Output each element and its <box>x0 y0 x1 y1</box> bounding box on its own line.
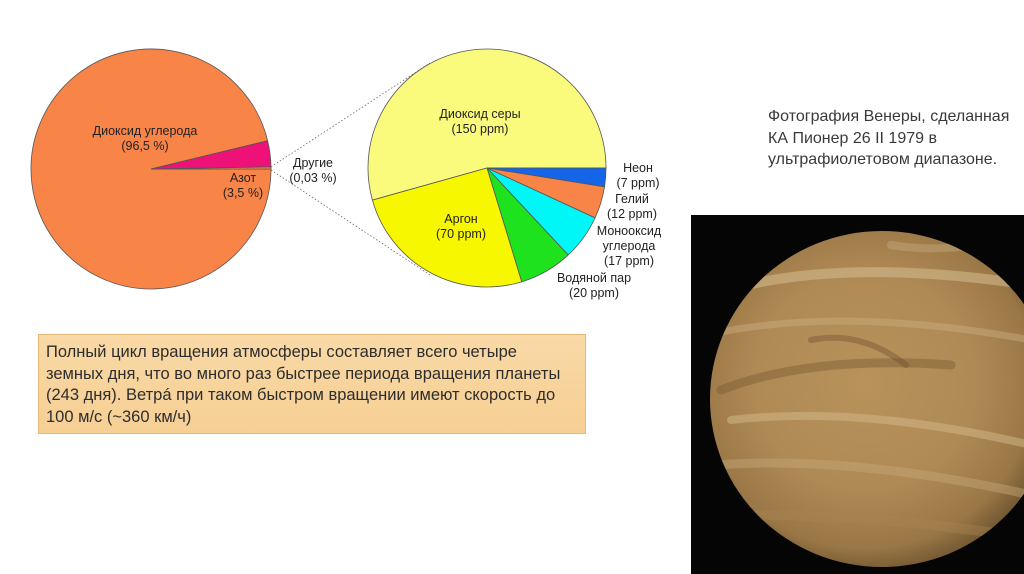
venus-photo <box>691 215 1024 574</box>
photo-caption: Фотография Венеры, сделанная КА Пионер 2… <box>768 108 1010 169</box>
pie2-slice-5 <box>371 167 523 288</box>
main-atmosphere-pie <box>30 48 272 290</box>
pie1-slice-2 <box>150 166 272 170</box>
so2-label: Диоксид серы (150 ppm) <box>439 107 520 136</box>
connector-line-top <box>270 62 431 168</box>
helium-label: Гелий (12 ppm) <box>607 192 657 221</box>
pie-labels: Диоксид углерода (96,5 %) Азот (3,5 %) Други… <box>93 107 662 300</box>
trace-gases-pie <box>367 48 607 288</box>
co2-label: Диоксид углерода (96,5 %) <box>93 124 198 153</box>
zoom-connector-lines <box>270 62 431 276</box>
connector-line-bottom <box>270 169 431 276</box>
venus-disc <box>710 231 1024 567</box>
other-label: Другие (0,03 %) <box>289 156 336 185</box>
co-label: Монооксид углерода (17 ppm) <box>597 224 662 268</box>
rotation-info-box: Полный цикл вращения атмосферы составляе… <box>38 334 586 434</box>
neon-label: Неон (7 ppm) <box>616 161 659 190</box>
nitrogen-label: Азот (3,5 %) <box>223 171 263 200</box>
pie2-slice-0 <box>367 48 607 201</box>
argon-label: Аргон (70 ppm) <box>436 212 486 241</box>
water-vapor-label: Водяной пар (20 ppm) <box>557 271 631 300</box>
rotation-info-text: Полный цикл вращения атмосферы составляе… <box>46 343 561 426</box>
